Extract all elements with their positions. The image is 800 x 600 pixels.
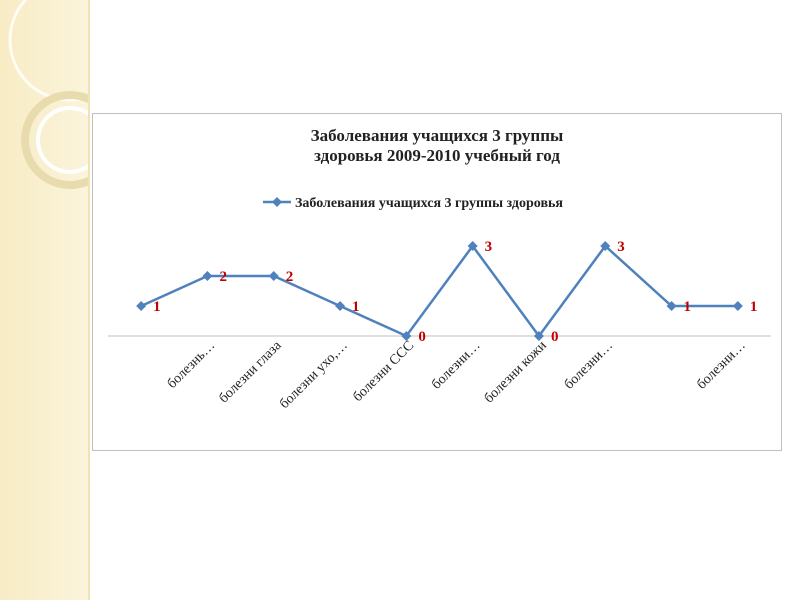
legend-marker — [272, 197, 282, 207]
data-label: 2 — [286, 269, 294, 285]
point-marker — [335, 301, 346, 311]
point-marker — [136, 301, 147, 311]
point-marker — [202, 271, 213, 281]
x-tick-label: болезнь… — [165, 338, 219, 392]
data-label: 3 — [617, 239, 625, 255]
data-label: 1 — [352, 299, 360, 315]
point-marker — [533, 331, 544, 341]
x-tick-label: болезни ухо,… — [277, 338, 351, 412]
point-marker — [600, 241, 611, 251]
x-tick-label: болезни кожи — [482, 338, 550, 406]
point-marker — [268, 271, 279, 281]
point-marker — [401, 331, 412, 341]
data-label: 1 — [153, 299, 161, 315]
x-tick-label: болезни ССС — [350, 338, 417, 405]
chart-title: Заболевания учащихся 3 группы здоровья 2… — [310, 126, 564, 165]
x-tick-label: болезни глаза — [216, 338, 285, 407]
x-tick-label: болезни… — [429, 338, 483, 392]
x-tick-label: болезни… — [694, 338, 748, 392]
data-label: 0 — [551, 329, 559, 345]
point-marker — [467, 241, 478, 251]
data-label: 1 — [750, 299, 758, 315]
series-line — [140, 243, 738, 339]
chart-box: Заболевания учащихся 3 группы здоровья 2… — [92, 113, 782, 451]
data-label: 3 — [485, 239, 493, 255]
decor — [8, 0, 88, 189]
x-tick-label: болезни… — [562, 338, 616, 392]
data-label: 1 — [684, 299, 692, 315]
data-label: 2 — [219, 269, 227, 285]
decor-strip — [0, 0, 90, 600]
point-marker — [732, 301, 743, 311]
legend-label: Заболевания учащихся 3 группы здоровья — [295, 196, 563, 211]
data-label: 0 — [418, 329, 426, 345]
point-marker — [666, 301, 677, 311]
